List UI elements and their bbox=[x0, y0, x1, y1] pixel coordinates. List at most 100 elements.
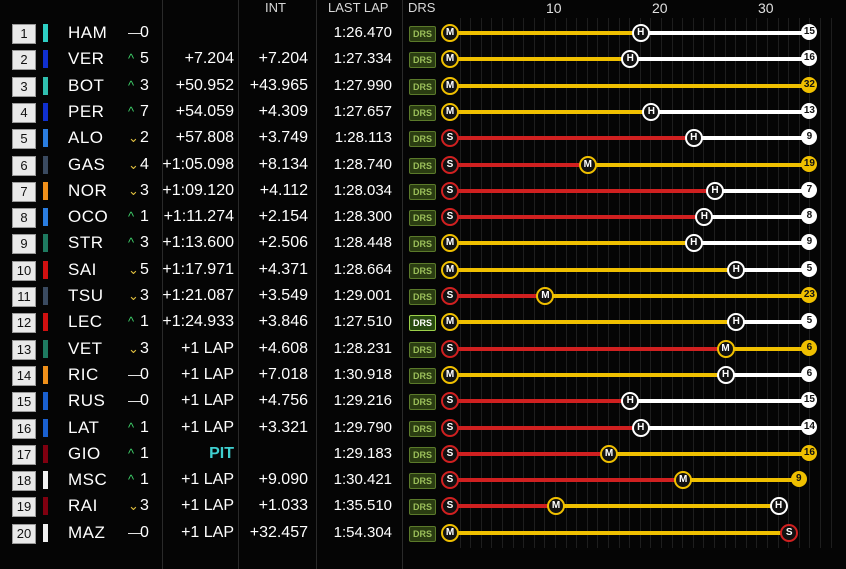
position-change-value: 1 bbox=[140, 419, 149, 436]
tyre-S-icon: S bbox=[441, 419, 459, 437]
last-lap-time: 1:54.304 bbox=[333, 524, 392, 541]
table-row[interactable]: 19 RAI ⌄3 +1 LAP +1.033 1:35.510 DRS S M H bbox=[0, 493, 846, 519]
tyre-M-icon: M bbox=[674, 471, 693, 489]
table-row[interactable]: 1 HAM —0 1:26.470 DRS M H 15 bbox=[0, 20, 846, 46]
team-color-bar bbox=[43, 497, 48, 515]
stint-S-bar bbox=[449, 478, 683, 482]
column-divider bbox=[402, 0, 403, 569]
stint-S-bar bbox=[449, 504, 555, 508]
position-change: ^ 3 bbox=[128, 230, 158, 256]
table-row[interactable]: 7 NOR ⌄3 +1:09.120 +4.112 1:28.034 DRS S H 7 bbox=[0, 178, 846, 204]
drs-indicator: DRS bbox=[409, 263, 436, 279]
tyre-age-badge: 32 bbox=[801, 77, 818, 93]
last-lap-time: 1:30.918 bbox=[333, 366, 392, 383]
lap-gridline bbox=[608, 18, 609, 548]
table-row[interactable]: 16 LAT ^ 1 +1 LAP +3.321 1:29.790 DRS S H 14 bbox=[0, 415, 846, 441]
table-row[interactable]: 12 LEC ^ 1 +1:24.933 +3.846 1:27.510 DRS M H 5 bbox=[0, 309, 846, 335]
lap-gridline bbox=[831, 18, 832, 548]
table-row[interactable]: 3 BOT ^ 3 +50.952 +43.965 1:27.990 DRS M 32 bbox=[0, 73, 846, 99]
position-badge: 5 bbox=[12, 129, 36, 149]
table-row[interactable]: 8 OCO ^ 1 +1:11.274 +2.154 1:28.300 DRS S H 8 bbox=[0, 204, 846, 230]
stint-M-bar bbox=[449, 110, 651, 114]
lap-gridline bbox=[555, 18, 556, 548]
tyre-H-icon: H bbox=[727, 261, 746, 279]
lap-tick-label: 10 bbox=[546, 0, 562, 16]
interval: +2.506 bbox=[258, 234, 308, 251]
position-change: ^ 1 bbox=[128, 309, 158, 335]
tyre-M-icon: M bbox=[441, 261, 459, 279]
team-color-bar bbox=[43, 234, 48, 252]
position-badge: 6 bbox=[12, 156, 36, 176]
lap-gridline bbox=[597, 18, 598, 548]
tyre-age-badge: 15 bbox=[801, 392, 818, 408]
drs-indicator: DRS bbox=[409, 52, 436, 68]
table-row[interactable]: 9 STR ^ 3 +1:13.600 +2.506 1:28.448 DRS M H 9 bbox=[0, 230, 846, 256]
table-row[interactable]: 10 SAI ⌄5 +1:17.971 +4.371 1:28.664 DRS M H 5 bbox=[0, 257, 846, 283]
position-change-down-icon: ⌄ bbox=[128, 498, 139, 513]
position-badge: 8 bbox=[12, 208, 36, 228]
gap-to-leader: +57.808 bbox=[175, 129, 234, 146]
position-change: —0 bbox=[128, 520, 158, 546]
header-last-lap: LAST LAP bbox=[328, 0, 389, 15]
interval bbox=[240, 20, 308, 46]
last-lap-time: 1:29.001 bbox=[333, 287, 392, 304]
gap-to-leader: +1 LAP bbox=[181, 419, 234, 436]
table-row[interactable]: 20 MAZ —0 +1 LAP +32.457 1:54.304 DRS M S bbox=[0, 520, 846, 546]
tyre-S-icon: S bbox=[441, 129, 459, 147]
table-row[interactable]: 4 PER ^ 7 +54.059 +4.309 1:27.657 DRS M H 13 bbox=[0, 99, 846, 125]
gap-to-leader: +1:21.087 bbox=[162, 287, 234, 304]
team-color-bar bbox=[43, 24, 48, 42]
drs-indicator: DRS bbox=[409, 499, 436, 515]
team-color-bar bbox=[43, 419, 48, 437]
table-row[interactable]: 15 RUS —0 +1 LAP +4.756 1:29.216 DRS S H 15 bbox=[0, 388, 846, 414]
tyre-S-icon: S bbox=[441, 392, 459, 410]
tyre-H-icon: H bbox=[631, 24, 650, 42]
stint-H-bar bbox=[724, 373, 810, 377]
stint-H-bar bbox=[735, 268, 810, 272]
tyre-H-icon: H bbox=[706, 182, 724, 200]
driver-code: OCO bbox=[68, 207, 109, 226]
interval: +3.321 bbox=[258, 419, 308, 436]
drs-indicator: DRS bbox=[409, 289, 436, 305]
last-lap-time: 1:28.113 bbox=[334, 129, 392, 146]
gap-to-leader: +1 LAP bbox=[181, 497, 234, 514]
table-row[interactable]: 17 GIO ^ 1 PIT 1:29.183 DRS S M 16 bbox=[0, 441, 846, 467]
position-badge: 3 bbox=[12, 77, 36, 97]
position-change-value: 7 bbox=[140, 103, 149, 120]
position-badge: 12 bbox=[12, 313, 36, 333]
table-row[interactable]: 11 TSU ⌄3 +1:21.087 +3.549 1:29.001 DRS S M 23 bbox=[0, 283, 846, 309]
table-row[interactable]: 2 VER ^ 5 +7.204 +7.204 1:27.334 DRS M H 16 bbox=[0, 46, 846, 72]
tyre-M-icon: M bbox=[441, 24, 459, 42]
lap-gridline bbox=[714, 18, 715, 548]
gap-to-leader: +1:24.933 bbox=[162, 313, 234, 330]
last-lap-time: 1:28.664 bbox=[333, 261, 392, 278]
last-lap-time: 1:28.231 bbox=[333, 340, 392, 357]
stint-M-bar bbox=[682, 478, 799, 482]
stint-S-bar bbox=[449, 399, 630, 403]
last-lap-time: 1:29.216 bbox=[333, 392, 392, 409]
lap-gridline bbox=[587, 18, 588, 548]
position-change-value: 0 bbox=[140, 392, 149, 409]
position-change: ⌄3 bbox=[128, 283, 158, 309]
table-row[interactable]: 14 RIC —0 +1 LAP +7.018 1:30.918 DRS M H 6 bbox=[0, 362, 846, 388]
table-row[interactable]: 5 ALO ⌄2 +57.808 +3.749 1:28.113 DRS S H 9 bbox=[0, 125, 846, 151]
position-badge: 18 bbox=[12, 471, 36, 491]
position-change: ^ 1 bbox=[128, 415, 158, 441]
driver-code: LAT bbox=[68, 418, 100, 437]
table-row[interactable]: 13 VET ⌄3 +1 LAP +4.608 1:28.231 DRS S M 6 bbox=[0, 336, 846, 362]
interval: +4.309 bbox=[258, 103, 308, 120]
stint-S-bar bbox=[449, 452, 608, 456]
table-row[interactable]: 6 GAS ⌄4 +1:05.098 +8.134 1:28.740 DRS S M 19 bbox=[0, 152, 846, 178]
tyre-M-icon: M bbox=[441, 524, 459, 542]
table-row[interactable]: 18 MSC ^ 1 +1 LAP +9.090 1:30.421 DRS S M 9 bbox=[0, 467, 846, 493]
position-change-up-icon: ^ bbox=[128, 472, 135, 487]
tyre-M-icon: M bbox=[441, 234, 459, 252]
position-change-value: 1 bbox=[140, 471, 149, 488]
tyre-S-icon: S bbox=[441, 471, 459, 489]
header-drs: DRS bbox=[408, 0, 436, 15]
position-badge: 17 bbox=[12, 445, 36, 465]
position-change-same-icon: — bbox=[128, 525, 141, 540]
tyre-M-icon: M bbox=[441, 77, 459, 95]
drs-indicator: DRS bbox=[409, 131, 436, 147]
tyre-M-icon: M bbox=[441, 103, 459, 121]
